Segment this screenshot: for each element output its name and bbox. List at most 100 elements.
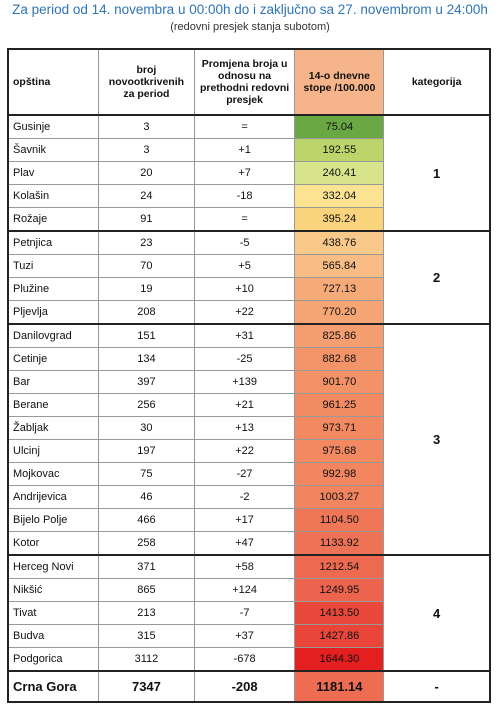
cell: -7 [193,601,296,625]
subtitle: (redovni presjek stanja subotom) [170,21,330,33]
data-row: Budva 315 +37 1427.86 [7,624,490,648]
municipality: Cetinje [7,347,100,371]
cell: -25 [193,347,296,371]
cell: 208 [98,300,195,325]
cell: +22 [193,439,296,463]
cell: 3 [98,114,195,139]
cell: 770.20 [294,300,385,325]
municipality: Bijelo Polje [7,508,100,532]
municipality: Kotor [7,531,100,556]
data-row: Andrijevica 46 -2 1003.27 [7,485,490,509]
cell: 30 [98,416,195,440]
municipality: Gusinje [7,114,100,139]
category: 2 [383,230,491,325]
column-header: 14-o dnevne stope /100.000 [294,48,385,116]
total-cell: - [383,670,491,703]
municipality: Andrijevica [7,485,100,509]
cell: = [193,114,296,139]
municipality: Mojkovac [7,462,100,486]
total-cell: 1181.14 [294,670,385,703]
data-row: Berane 256 +21 961.25 [7,393,490,417]
cell: = [193,207,296,232]
cell: 395.24 [294,207,385,232]
cell: +1 [193,138,296,162]
municipality: Kolašin [7,184,100,208]
cell: +7 [193,161,296,185]
data-row: Ulcinj 197 +22 975.68 [7,439,490,463]
municipality: Žabljak [7,416,100,440]
cell: 1644.30 [294,647,385,672]
category: 4 [383,554,491,672]
cell: 438.76 [294,230,385,255]
cell: 3 [98,138,195,162]
cell: 901.70 [294,370,385,394]
title: Za period od 14. novembra u 00:00h do i … [12,2,488,17]
municipality: Budva [7,624,100,648]
cell: +22 [193,300,296,325]
data-row: Žabljak 30 +13 973.71 [7,416,490,440]
cell: -5 [193,230,296,255]
cell: 865 [98,578,195,602]
cell: 1133.92 [294,531,385,556]
data-row: Kolašin 24 -18 332.04 [7,184,490,208]
cell: 213 [98,601,195,625]
cell: 75 [98,462,195,486]
data-row: Podgorica 3112 -678 1644.30 [7,647,490,672]
data-row: Nikšić 865 +124 1249.95 [7,578,490,602]
total-row: Crna Gora 7347 -208 1181.14- [7,670,491,703]
cell: 565.84 [294,254,385,278]
municipality: Petnjica [7,230,100,255]
cell: -27 [193,462,296,486]
data-row: Pljevlja 208 +22 770.20 [7,300,490,325]
cell: 961.25 [294,393,385,417]
cell: 256 [98,393,195,417]
cell: 46 [98,485,195,509]
cell: +17 [193,508,296,532]
cell: +21 [193,393,296,417]
cell: 973.71 [294,416,385,440]
cell: 20 [98,161,195,185]
data-row: Danilovgrad 151 +31 825.86 3 [7,323,491,556]
municipality: Nikšić [7,578,100,602]
cell: 1413.50 [294,601,385,625]
data-row: Bar 397 +139 901.70 [7,370,490,394]
municipality: Šavnik [7,138,100,162]
municipality: Pljevlja [7,300,100,325]
municipality: Tivat [7,601,100,625]
cell: 1212.54 [294,554,385,579]
data-row: Petnjica 23 -5 438.76 2 [7,230,491,325]
cell: 3112 [98,647,195,672]
cell: +10 [193,277,296,301]
cell: 992.98 [294,462,385,486]
cell: +13 [193,416,296,440]
header-row: opština broj novootkrivenih za period Prom… [7,48,491,116]
cell: 397 [98,370,195,394]
municipality: Herceg Novi [7,554,100,579]
cell: +37 [193,624,296,648]
cell: 151 [98,323,195,348]
cell: +31 [193,323,296,348]
cell: 1427.86 [294,624,385,648]
cell: 70 [98,254,195,278]
cell: 197 [98,439,195,463]
data-row: Plužine 19 +10 727.13 [7,277,490,301]
municipality: Tuzi [7,254,100,278]
municipality: Berane [7,393,100,417]
cell: 75.04 [294,114,385,139]
column-header: kategorija [383,48,491,116]
municipality: Plužine [7,277,100,301]
cell: 882.68 [294,347,385,371]
municipality: Bar [7,370,100,394]
category: 1 [383,114,491,232]
cell: 1249.95 [294,578,385,602]
municipality: Plav [7,161,100,185]
cell: +139 [193,370,296,394]
data-row: Bijelo Polje 466 +17 1104.50 [7,508,490,532]
data-row: Gusinje 3 = 75.04 1 [7,114,491,232]
cell: 19 [98,277,195,301]
category: 3 [383,323,491,556]
column-header: opština [7,48,100,116]
cell: 24 [98,184,195,208]
cell: 1003.27 [294,485,385,509]
